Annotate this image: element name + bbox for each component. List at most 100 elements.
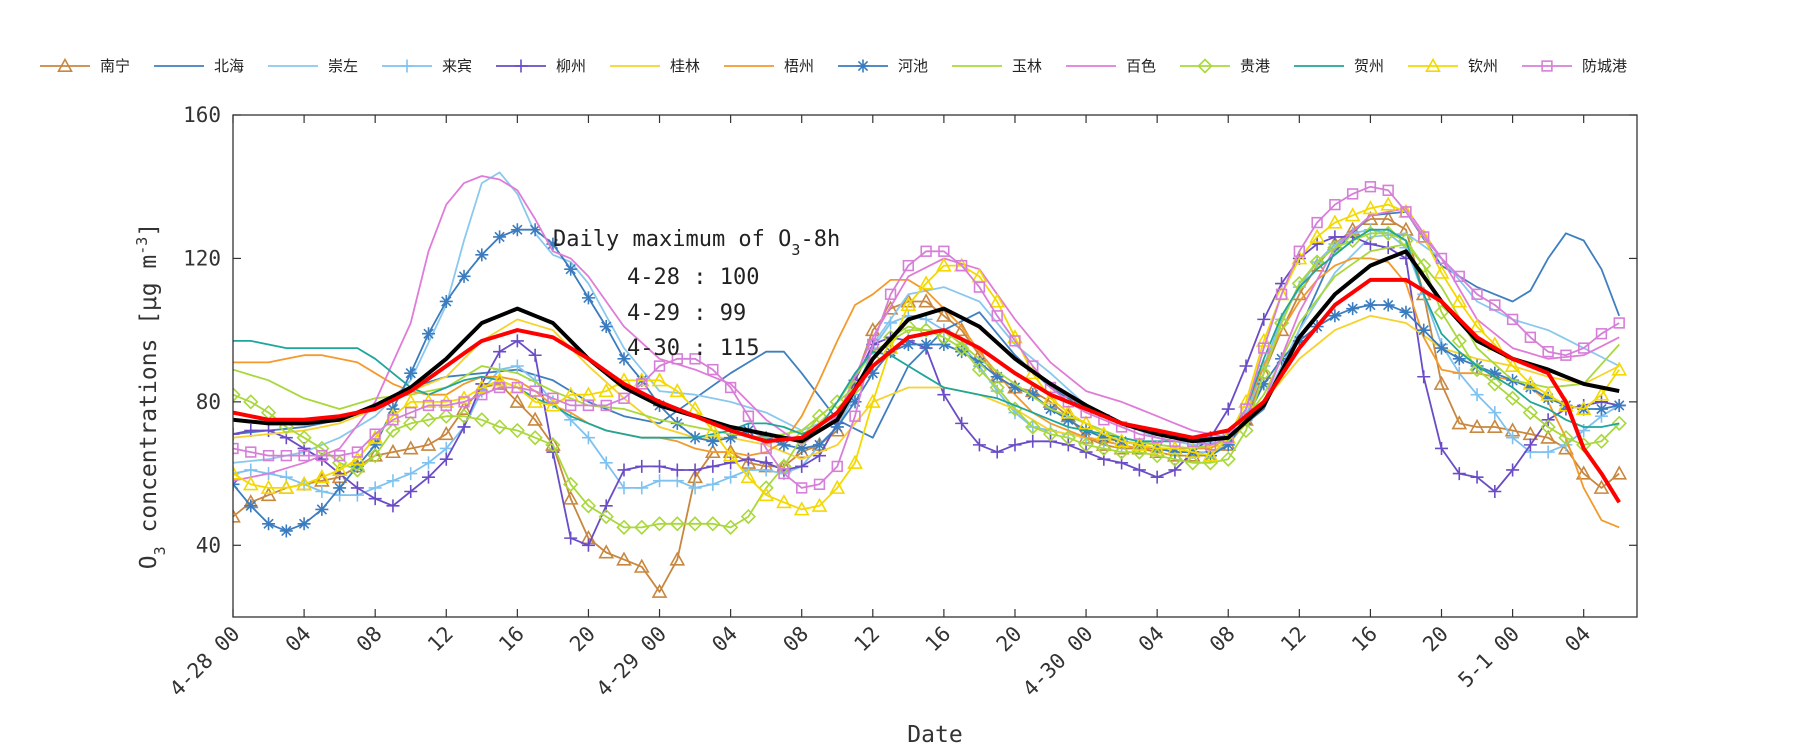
data-point — [564, 399, 577, 412]
data-point — [1257, 377, 1271, 391]
x-tick-label: 4-28 00 — [165, 622, 245, 702]
data-point — [1469, 361, 1485, 378]
data-point — [600, 399, 612, 412]
series-line — [233, 228, 1620, 443]
data-point — [1451, 293, 1468, 308]
data-point — [633, 558, 650, 573]
data-point — [243, 394, 259, 410]
legend-label: 百色 — [1126, 57, 1156, 75]
data-point — [1362, 200, 1379, 215]
data-point — [1593, 386, 1610, 401]
data-point — [813, 478, 826, 491]
data-point — [1488, 485, 1502, 498]
data-point — [598, 544, 615, 559]
data-point — [1329, 198, 1341, 211]
annotation-line: 4-29 : 99 — [627, 301, 746, 326]
series-line — [233, 277, 1621, 504]
y-tick-label: 40 — [196, 533, 221, 557]
annotation-line: 4-30 : 115 — [627, 336, 759, 361]
data-point — [635, 459, 649, 473]
data-point — [1558, 397, 1574, 412]
data-point — [1433, 264, 1450, 279]
data-point — [582, 399, 595, 412]
data-point — [796, 482, 808, 494]
data-point — [1452, 467, 1466, 481]
x-tick-label: 20 — [1418, 622, 1453, 657]
data-point — [438, 408, 454, 424]
data-point — [635, 481, 649, 495]
data-point — [1008, 438, 1022, 452]
data-point — [811, 497, 828, 512]
data-point — [618, 392, 630, 404]
data-point — [457, 269, 471, 283]
data-point — [244, 424, 258, 438]
data-point — [1167, 440, 1183, 455]
legend-label: 崇左 — [328, 57, 358, 75]
data-point — [420, 436, 437, 451]
data-point — [1523, 381, 1537, 395]
legend-item: 贺州 — [1294, 57, 1384, 75]
data-point — [617, 481, 631, 495]
data-point — [510, 223, 524, 237]
data-point — [740, 469, 757, 484]
data-point — [1060, 430, 1076, 446]
series-贺州 — [233, 228, 1620, 443]
data-point — [244, 499, 258, 513]
legend-item: 来宾 — [382, 57, 472, 75]
legend-item: 柳州 — [496, 57, 586, 75]
data-point — [1273, 315, 1290, 331]
data-point — [1150, 470, 1164, 484]
legend-label: 钦州 — [1468, 57, 1498, 75]
legend-item: 玉林 — [952, 57, 1042, 75]
legend-item: 河池 — [838, 57, 928, 75]
data-point — [864, 393, 881, 408]
series-桂林 — [233, 314, 1620, 461]
data-point — [938, 245, 950, 257]
data-point — [581, 291, 595, 305]
data-point — [955, 259, 968, 272]
series-line — [233, 249, 1620, 444]
data-point — [811, 408, 828, 424]
data-point — [829, 479, 846, 494]
data-point — [1523, 438, 1537, 452]
legend-item: 贵港 — [1180, 57, 1270, 75]
data-point — [473, 379, 490, 394]
data-point — [777, 438, 791, 452]
data-point — [936, 329, 952, 345]
data-point — [724, 431, 738, 445]
data-point — [1594, 402, 1608, 416]
data-point — [1433, 304, 1450, 320]
x-tick-label: 04 — [1134, 622, 1169, 657]
y-axis: 40 80 120 160 — [183, 103, 1637, 557]
data-point — [314, 469, 330, 484]
data-point — [955, 416, 969, 430]
data-point — [1418, 231, 1430, 243]
legend-marker — [1425, 57, 1441, 72]
y-tick-label: 160 — [183, 103, 221, 127]
data-point — [1399, 305, 1413, 319]
data-point — [580, 498, 597, 514]
data-point — [651, 516, 668, 532]
daily-max-annotation: Daily maximum of O3-8h 4-28 : 100 4-29 :… — [553, 227, 840, 361]
legend-label: 来宾 — [442, 57, 472, 75]
data-point — [349, 462, 366, 478]
data-point — [688, 481, 702, 495]
x-axis-title: Date — [907, 722, 962, 748]
data-point — [1487, 376, 1503, 392]
data-point — [1008, 381, 1022, 395]
data-point — [458, 396, 470, 408]
data-point — [971, 361, 988, 378]
data-point — [759, 456, 773, 470]
data-point — [829, 394, 845, 410]
data-point — [1060, 404, 1077, 419]
data-point — [634, 519, 650, 535]
legend-label: 南宁 — [100, 57, 130, 75]
data-point — [509, 422, 525, 439]
data-point — [884, 316, 898, 330]
data-point — [1113, 444, 1130, 460]
data-point — [954, 340, 970, 356]
data-point — [1453, 270, 1465, 283]
series-梧州 — [233, 257, 1620, 529]
data-point — [1541, 391, 1555, 405]
